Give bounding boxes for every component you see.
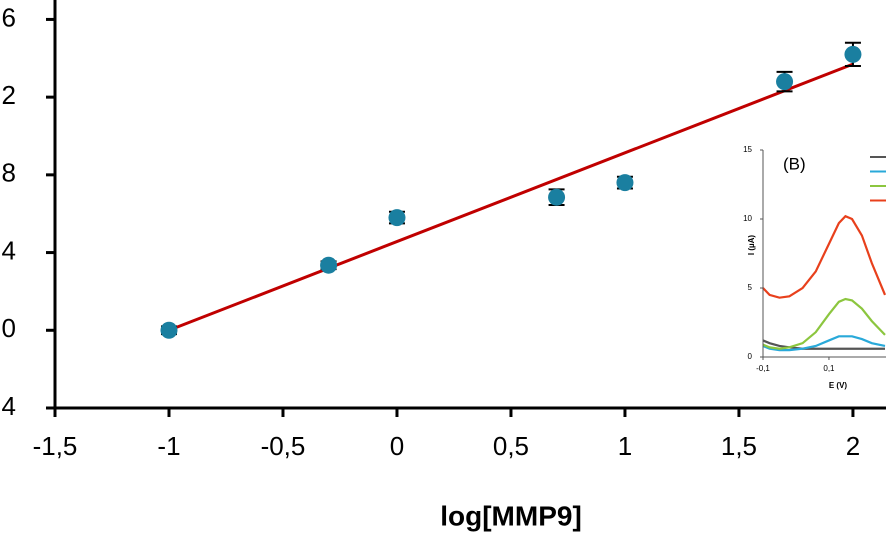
inset-x-tick-label: -0,1 [756,364,770,373]
data-point [320,256,338,274]
data-point [776,73,794,91]
y-tick-label: 4 [2,235,16,265]
inset-y-tick-label: 10 [743,214,752,223]
y-tick-label: 0 [2,313,16,343]
y-tick-label: 4 [2,391,16,421]
inset-x-tick-label: 0,1 [823,364,835,373]
y-tick-label: 2 [2,80,16,110]
x-tick-label: -1 [157,431,180,461]
curve [762,214,886,299]
curve [762,297,886,350]
trend-line [168,62,854,332]
x-tick-label: 1 [618,431,632,461]
x-tick-label: -0,5 [261,431,306,461]
inset-annotation: (B) [783,154,806,173]
x-tick-label: 2 [846,431,860,461]
x-tick-label: 0,5 [493,431,529,461]
curve [762,339,886,350]
inset-y-tick-label: 0 [748,352,753,361]
inset-y-tick-label: 5 [748,283,753,292]
x-tick-label: 0 [390,431,404,461]
y-tick-label: 8 [2,158,16,188]
x-axis-label: log[MMP9] [440,500,582,531]
data-point [844,45,862,63]
inset-y-label: I (µA) [747,235,756,255]
x-tick-label: -1,5 [33,431,78,461]
inset-x-label: E (V) [829,381,848,390]
data-point [548,188,566,206]
curve [762,335,886,352]
x-tick-label: 1,5 [721,431,757,461]
y-tick-label: 6 [2,2,16,32]
data-point [160,321,178,339]
inset-y-tick-label: 15 [743,145,752,154]
data-point [616,174,634,192]
data-point [388,209,406,227]
